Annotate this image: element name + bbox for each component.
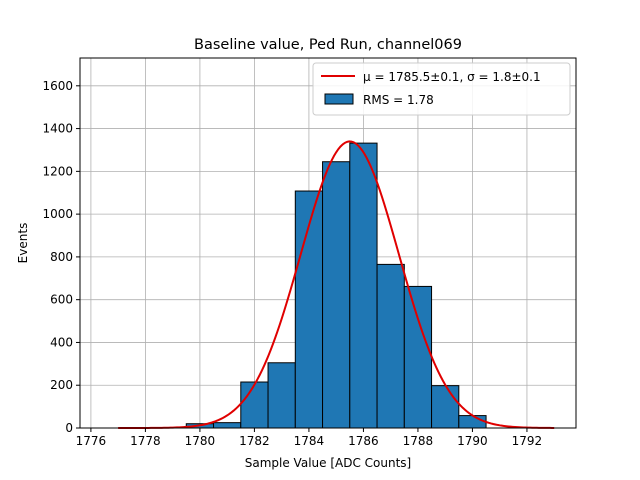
y-tick-label: 1400 bbox=[42, 122, 73, 136]
legend-histogram-label: RMS = 1.78 bbox=[363, 93, 434, 107]
histogram-bar bbox=[403, 285, 433, 429]
histogram-bars bbox=[185, 142, 487, 429]
legend-histogram-swatch bbox=[324, 93, 354, 105]
legend-box bbox=[312, 62, 571, 116]
x-tick-label: 1788 bbox=[403, 434, 434, 448]
legend-fit-label: μ = 1785.5±0.1, σ = 1.8±0.1 bbox=[363, 70, 541, 84]
x-tick-label: 1778 bbox=[130, 434, 161, 448]
x-tick-label: 1792 bbox=[512, 434, 543, 448]
histogram-bar bbox=[349, 142, 378, 429]
histogram-bar bbox=[267, 362, 296, 429]
x-tick-label: 1786 bbox=[348, 434, 379, 448]
histogram-bar bbox=[431, 385, 460, 429]
y-axis-ticks: 0 200 400 600 800 1000 1200 1400 1600 bbox=[42, 79, 80, 435]
plot-frame bbox=[79, 57, 577, 429]
chart-title: Baseline value, Ped Run, channel069 bbox=[194, 37, 462, 53]
x-tick-label: 1776 bbox=[76, 434, 107, 448]
y-tick-label: 1000 bbox=[42, 207, 73, 221]
histogram-bar bbox=[213, 422, 242, 429]
fit-curve bbox=[118, 140, 555, 429]
x-axis-ticks: 1776 1778 1780 1782 1784 1786 1788 1790 1792 bbox=[76, 428, 543, 448]
y-tick-label: 1200 bbox=[42, 164, 73, 178]
y-tick-label: 800 bbox=[50, 250, 73, 264]
x-axis-label: Sample Value [ADC Counts] bbox=[245, 456, 411, 470]
histogram-bar bbox=[322, 161, 351, 429]
y-tick-label: 1600 bbox=[42, 79, 73, 93]
y-tick-label: 0 bbox=[65, 421, 73, 435]
y-tick-label: 200 bbox=[50, 378, 73, 392]
histogram-bar bbox=[458, 415, 487, 429]
x-tick-label: 1790 bbox=[457, 434, 488, 448]
y-tick-label: 600 bbox=[50, 293, 73, 307]
y-tick-label: 400 bbox=[50, 335, 73, 349]
legend: μ = 1785.5±0.1, σ = 1.8±0.1 RMS = 1.78 bbox=[312, 62, 571, 116]
y-axis-label: Events bbox=[16, 223, 30, 264]
x-tick-label: 1784 bbox=[294, 434, 325, 448]
histogram-bar bbox=[376, 263, 405, 429]
histogram-bar bbox=[240, 381, 269, 429]
x-tick-label: 1782 bbox=[239, 434, 270, 448]
x-tick-label: 1780 bbox=[185, 434, 216, 448]
